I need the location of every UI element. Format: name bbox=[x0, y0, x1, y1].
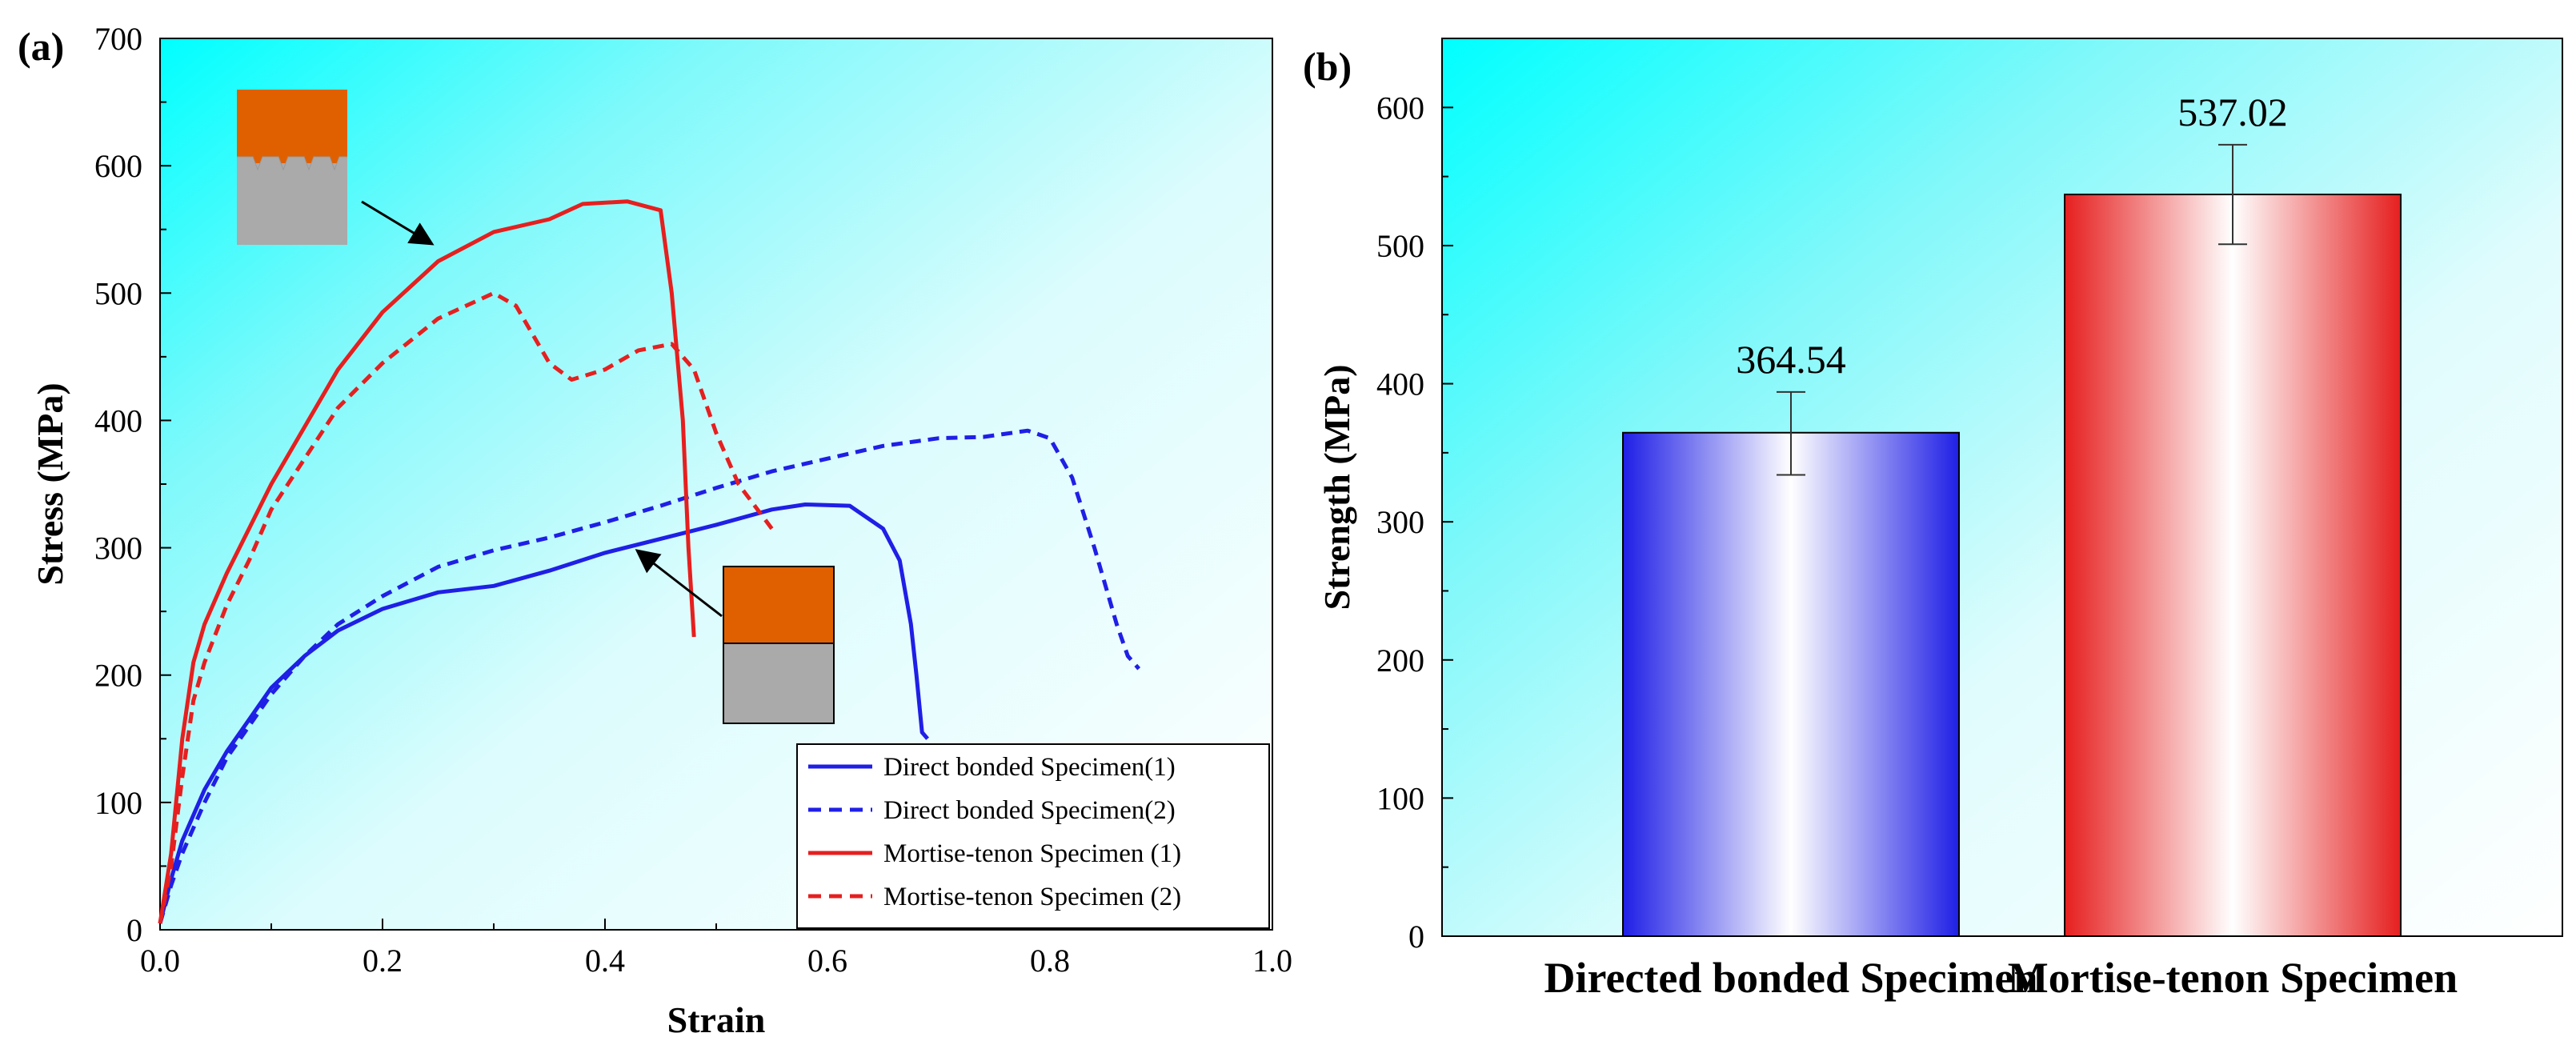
legend-label-4: Mortise-tenon Specimen (2) bbox=[883, 883, 1181, 911]
panel-b-bars: 364.54 Directed bonded Specimen 537.02 Mort… bbox=[1544, 90, 2458, 1002]
data-label-2: 537.02 bbox=[2177, 90, 2288, 134]
legend-box bbox=[796, 743, 1270, 929]
inset-dovetail-outline bbox=[237, 156, 347, 171]
legend-label-1: Direct bonded Specimen(1) bbox=[883, 753, 1176, 782]
y-tick-label: 300 bbox=[1376, 504, 1424, 540]
legend-label-3: Mortise-tenon Specimen (1) bbox=[883, 839, 1181, 868]
panel-a-line-chart: (a) 0.0 0.2 0.4 0.6 0.8 1.0 0 100 200 300 400 500 60… bbox=[18, 21, 1292, 1040]
panel-b-bar-chart: (b) 364.54 Directed bonded Specimen 537.02… bbox=[1303, 38, 2563, 1002]
inset-direct-bonded-schematic bbox=[635, 549, 835, 724]
panel-b-label: (b) bbox=[1303, 44, 1352, 89]
panel-b-axes: 0 100 200 300 400 500 600 Strength (MPa) bbox=[1316, 38, 2563, 955]
y-tick-label: 600 bbox=[94, 148, 142, 184]
inset-bottom-block bbox=[723, 643, 835, 724]
data-label-1: 364.54 bbox=[1736, 337, 1846, 382]
x-tick-label: 0.0 bbox=[140, 943, 180, 979]
panel-a-legend: Direct bonded Specimen(1) Direct bonded S… bbox=[796, 743, 1270, 929]
panel-a-axes: 0.0 0.2 0.4 0.6 0.8 1.0 0 100 200 300 400 500 600 700… bbox=[30, 21, 1292, 1040]
bar-1 bbox=[1622, 431, 1960, 937]
y-tick-label: 300 bbox=[94, 531, 142, 567]
y-tick-label: 0 bbox=[126, 912, 142, 948]
y-tick-label: 400 bbox=[94, 402, 142, 438]
y-tick-label: 500 bbox=[94, 275, 142, 311]
x-axis-title: Strain bbox=[667, 999, 766, 1040]
y-tick-label: 500 bbox=[1376, 228, 1424, 264]
y-tick-label: 0 bbox=[1408, 919, 1424, 955]
legend-label-2: Direct bonded Specimen(2) bbox=[883, 796, 1176, 825]
y-tick-label: 200 bbox=[1376, 643, 1424, 679]
category-label-2: Mortise-tenon Specimen bbox=[2008, 954, 2458, 1002]
category-label-1: Directed bonded Specimen bbox=[1544, 954, 2038, 1002]
bar-2 bbox=[2064, 194, 2402, 937]
series-line-2 bbox=[158, 428, 1141, 924]
y-tick-label: 400 bbox=[1376, 366, 1424, 402]
inset-mortise-tenon-schematic bbox=[237, 90, 435, 246]
y-tick-label: 200 bbox=[94, 658, 142, 694]
x-tick-label: 1.0 bbox=[1252, 943, 1292, 979]
inset-top-block bbox=[723, 566, 835, 644]
panel-a-series bbox=[158, 199, 1141, 924]
inset-arrow-mortise bbox=[361, 200, 435, 246]
y-tick-label: 100 bbox=[1376, 780, 1424, 816]
series-line-1 bbox=[158, 502, 929, 924]
inset-bottom-block bbox=[237, 163, 347, 245]
series-line-4 bbox=[158, 290, 774, 924]
panel-a-label: (a) bbox=[18, 24, 64, 69]
y-axis-title: Strength (MPa) bbox=[1316, 364, 1357, 610]
y-tick-label: 100 bbox=[94, 785, 142, 821]
y-axis-title: Stress (MPa) bbox=[30, 382, 70, 585]
inset-dovetail-teeth bbox=[237, 157, 347, 170]
x-tick-label: 0.2 bbox=[363, 943, 403, 979]
x-tick-label: 0.8 bbox=[1030, 943, 1070, 979]
x-tick-label: 0.4 bbox=[585, 943, 625, 979]
inset-arrow-direct bbox=[635, 549, 723, 618]
series-line-3 bbox=[158, 199, 696, 924]
inset-top-block bbox=[237, 90, 347, 163]
plot-b-frame bbox=[1441, 38, 2563, 937]
x-tick-label: 0.6 bbox=[807, 943, 847, 979]
y-tick-label: 600 bbox=[1376, 90, 1424, 126]
y-tick-label: 700 bbox=[94, 21, 142, 57]
